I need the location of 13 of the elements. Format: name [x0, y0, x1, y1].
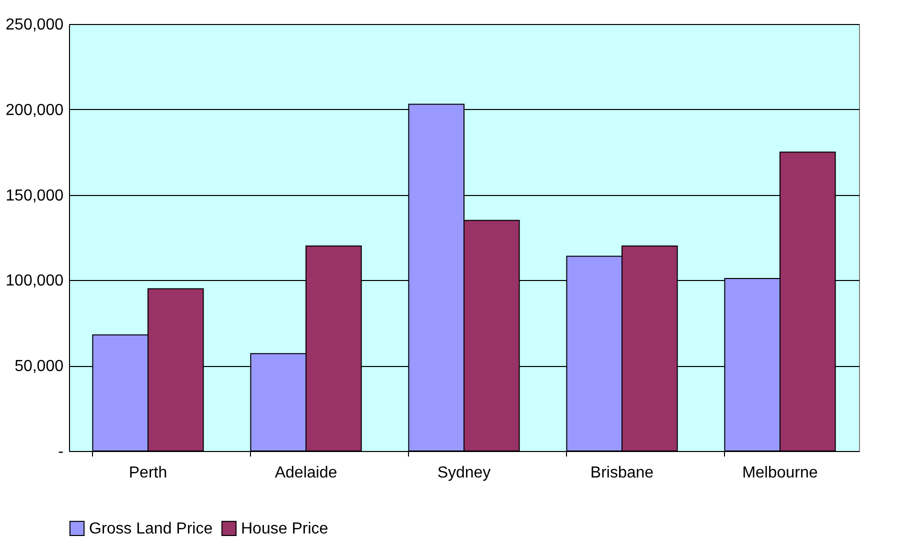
- x-tick-label: Perth: [128, 464, 168, 482]
- y-tick-label: -: [58, 444, 64, 460]
- x-tick-label: Brisbane: [590, 464, 654, 482]
- y-tick-label: 150,000: [6, 187, 64, 204]
- y-tick-label: 100,000: [6, 272, 64, 290]
- legend-label: House Price: [241, 520, 328, 538]
- x-tick-label: Melbourne: [742, 464, 818, 482]
- y-tick-label: 200,000: [6, 102, 64, 119]
- y-tick-label: 250,000: [6, 16, 64, 34]
- x-tick-label: Adelaide: [274, 464, 338, 482]
- y-tick-label: 50,000: [14, 358, 64, 376]
- legend-label: Gross Land Price: [89, 520, 213, 538]
- x-tick-label: Sydney: [437, 464, 491, 482]
